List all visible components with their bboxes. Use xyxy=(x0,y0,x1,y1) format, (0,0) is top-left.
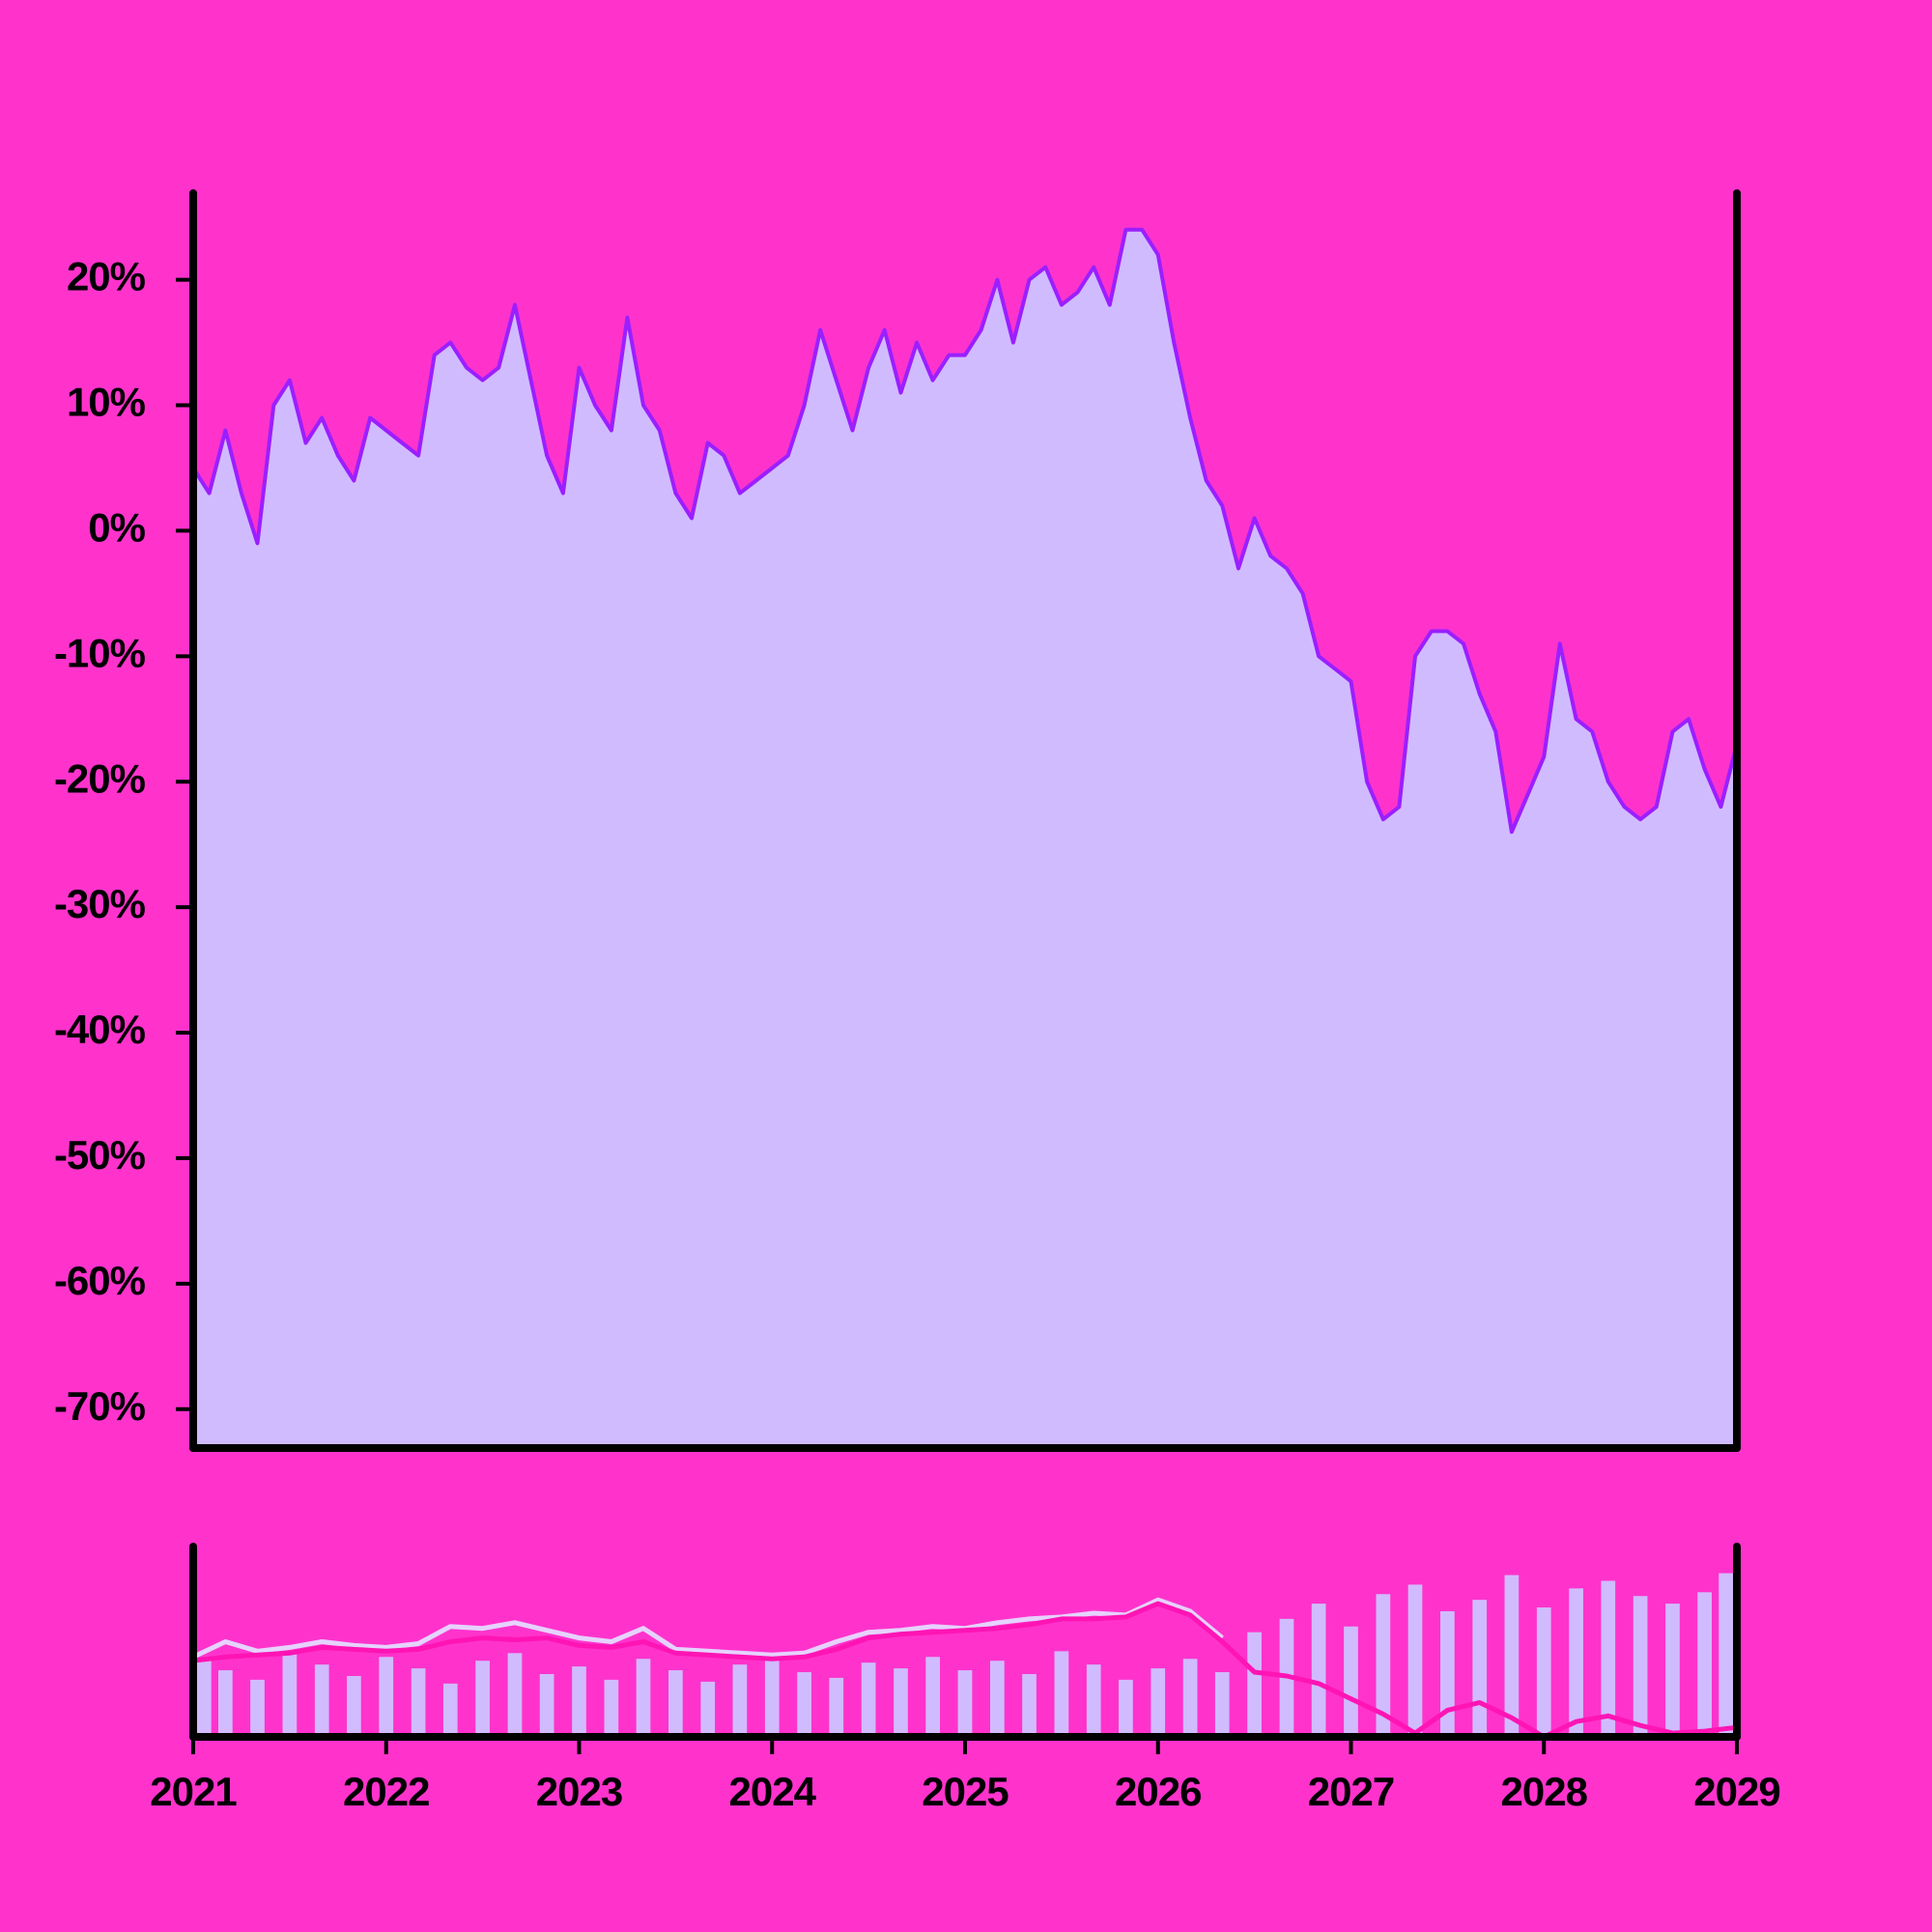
volume-bar xyxy=(347,1675,361,1737)
y-tick-label: -60% xyxy=(54,1258,146,1303)
volume-bar xyxy=(1697,1592,1712,1737)
volume-bar xyxy=(1536,1607,1551,1737)
volume-bar xyxy=(379,1657,394,1737)
y-tick-label: -50% xyxy=(54,1132,146,1178)
y-tick-label: -20% xyxy=(54,755,146,801)
volume-bar xyxy=(411,1668,426,1737)
volume-bar xyxy=(197,1661,212,1737)
volume-bar xyxy=(572,1666,586,1737)
volume-bar xyxy=(507,1653,523,1737)
volume-bar xyxy=(1214,1672,1230,1737)
volume-bar xyxy=(1504,1575,1520,1737)
x-tick-label: 2026 xyxy=(1115,1769,1201,1814)
volume-bar xyxy=(668,1670,683,1737)
y-tick-label: -70% xyxy=(54,1383,146,1429)
volume-bar xyxy=(957,1670,973,1737)
volume-bar xyxy=(636,1659,651,1737)
volume-bar xyxy=(797,1672,811,1737)
volume-bar xyxy=(1247,1632,1262,1737)
overview-line xyxy=(192,1601,1738,1740)
volume-bar xyxy=(1311,1604,1326,1737)
y-tick-label: 20% xyxy=(67,254,146,299)
area-line xyxy=(191,227,1739,835)
volume-bar xyxy=(925,1657,940,1737)
volume-bar xyxy=(1086,1664,1101,1737)
volume-bar xyxy=(1182,1659,1198,1737)
x-tick-label: 2027 xyxy=(1308,1769,1394,1814)
x-tick-label: 2021 xyxy=(150,1769,237,1814)
volume-bar xyxy=(282,1651,298,1737)
x-tick-label: 2022 xyxy=(343,1769,429,1814)
x-tick-label: 2024 xyxy=(729,1769,817,1814)
y-tick-label: -30% xyxy=(54,881,146,926)
y-tick-label: -40% xyxy=(54,1007,146,1052)
overview-line xyxy=(191,1597,1224,1660)
volume-bar xyxy=(442,1683,458,1737)
volume-bar xyxy=(1376,1594,1391,1737)
volume-bar xyxy=(1119,1679,1133,1737)
x-tick-label: 2023 xyxy=(536,1769,622,1814)
volume-bar xyxy=(1407,1584,1423,1737)
volume-bar xyxy=(700,1681,716,1737)
volume-bar xyxy=(250,1679,265,1737)
volume-bar xyxy=(764,1655,780,1737)
y-tick-label: -10% xyxy=(54,630,146,675)
volume-bar xyxy=(475,1661,490,1737)
y-tick-label: 0% xyxy=(88,505,145,551)
volume-bar xyxy=(1472,1600,1488,1737)
volume-bar xyxy=(314,1664,329,1737)
volume-bar xyxy=(1054,1651,1069,1737)
volume-bar xyxy=(604,1679,619,1737)
volume-bar xyxy=(218,1670,233,1737)
volume-bar xyxy=(829,1677,844,1737)
x-tick-label: 2025 xyxy=(922,1769,1009,1814)
volume-bar xyxy=(1440,1610,1455,1737)
x-tick-label: 2029 xyxy=(1693,1769,1779,1814)
x-tick-label: 2028 xyxy=(1501,1769,1588,1814)
volume-bar xyxy=(1665,1604,1680,1737)
volume-bar xyxy=(732,1664,748,1737)
volume-bar xyxy=(1344,1626,1358,1737)
volume-bar xyxy=(539,1673,554,1737)
volume-bar xyxy=(1601,1580,1616,1737)
volume-bar xyxy=(1151,1668,1166,1737)
volume-bar xyxy=(1719,1573,1733,1737)
volume-bar xyxy=(1569,1588,1583,1737)
volume-bar xyxy=(894,1668,908,1737)
y-tick-label: 10% xyxy=(67,380,146,425)
volume-bar xyxy=(1633,1596,1648,1737)
volume-bar xyxy=(861,1662,876,1737)
volume-bar xyxy=(1022,1673,1037,1737)
area-fill xyxy=(193,229,1737,1449)
volume-bar xyxy=(990,1661,1005,1737)
